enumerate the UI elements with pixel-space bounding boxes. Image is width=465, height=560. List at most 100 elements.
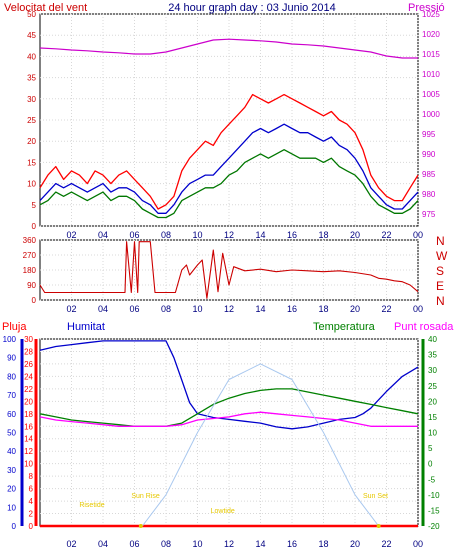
temperature-tick-label: 25 [428,382,437,391]
temperature-tick-label: -20 [428,522,440,531]
annotation-label: Lowtide [211,508,235,515]
rain-tick-label: 2 [29,510,34,519]
direction-tick-label: 270 [23,251,37,260]
temperature-tick-label: -15 [428,506,440,515]
rain-tick-label: 10 [24,460,33,469]
temperature-tick-label: 15 [428,413,437,422]
legend-temperature: Temperatura [313,321,376,333]
direction-tick-label: 360 [23,236,37,245]
humidity-tick-label: 90 [7,354,16,363]
x-tick-label: 04 [98,230,108,240]
x-tick-label: 06 [129,539,139,549]
rain-tick-label: 20 [24,397,33,406]
wind-speed-tick-label: 45 [27,31,36,40]
pressure-tick-label: 975 [422,210,436,219]
x-tick-label: 20 [350,304,360,314]
x-tick-label: 08 [161,230,171,240]
pressure-tick-label: 990 [422,150,436,159]
annotation-label: Risetide [79,502,104,509]
rain-tick-label: 18 [24,410,33,419]
x-tick-label: 02 [66,304,76,314]
pressure-tick-label: 1015 [422,50,440,59]
x-tick-label: 10 [192,539,202,549]
temperature-tick-label: 10 [428,429,437,438]
annotation-label: Sun Rise [131,493,160,500]
x-tick-label: 14 [255,230,265,240]
x-tick-label: 14 [255,539,265,549]
series-sun_curve [142,363,379,527]
rain-tick-label: 16 [24,422,33,431]
series-speed [39,149,419,219]
sunrise-marker [138,524,143,528]
direction-tick-label: 180 [23,266,37,275]
temperature-tick-label: 20 [428,397,437,406]
legend-rain: Pluja [2,321,27,333]
pressure-tick-label: 995 [422,130,436,139]
temperature-tick-label: -5 [428,475,436,484]
x-tick-label: 02 [66,230,76,240]
wind-speed-axis-title: Velocitat del vent [4,2,87,14]
x-tick-label: 14 [255,304,265,314]
pressure-tick-label: 1020 [422,30,440,39]
x-tick-label: 00 [413,539,423,549]
rain-tick-label: 12 [24,447,33,456]
x-tick-label: 06 [129,304,139,314]
series-pressure [39,38,418,59]
humidity-tick-label: 60 [7,410,16,419]
pressure-tick-label: 985 [422,170,436,179]
humidity-tick-label: 100 [3,335,17,344]
humidity-tick-label: 80 [7,372,16,381]
rain-tick-label: 0 [29,522,34,531]
wind-speed-tick-label: 50 [27,10,36,19]
pressure-axis-title: Pressió [408,2,445,14]
wind-speed-tick-label: 25 [27,116,36,125]
x-tick-label: 08 [161,539,171,549]
direction-tick-label: 90 [27,281,36,290]
temperature-tick-label: 35 [428,351,437,360]
humidity-tick-label: 40 [7,447,16,456]
wind-speed-tick-label: 10 [27,180,36,189]
pressure-tick-label: 1000 [422,110,440,119]
x-tick-label: 16 [287,539,297,549]
compass-label: N [436,234,445,248]
x-tick-label: 18 [318,230,328,240]
legend-humidity: Humitat [67,321,105,333]
series-temperature [39,388,419,427]
x-tick-label: 22 [381,539,391,549]
humidity-tick-label: 0 [12,522,17,531]
series-humidity [39,340,419,430]
wind-speed-tick-label: 5 [32,201,37,210]
x-tick-label: 04 [98,304,108,314]
compass-label: N [436,294,445,308]
x-tick-label: 08 [161,304,171,314]
rain-tick-label: 8 [29,472,34,481]
x-tick-label: 12 [224,230,234,240]
x-tick-label: 20 [350,539,360,549]
legend-dewpoint: Punt rosada [394,321,454,333]
compass-label: E [436,279,444,293]
x-tick-label: 22 [381,230,391,240]
temperature-tick-label: 0 [428,460,433,469]
x-tick-label: 00 [413,230,423,240]
compass-label: W [436,249,448,263]
x-tick-label: 12 [224,539,234,549]
series-direction [39,241,419,299]
pressure-tick-label: 1005 [422,90,440,99]
pressure-tick-label: 1025 [422,10,440,19]
x-tick-label: 22 [381,304,391,314]
chart-title: 24 hour graph day : 03 Junio 2014 [168,2,336,14]
x-tick-label: 20 [350,230,360,240]
humidity-tick-label: 20 [7,485,16,494]
pressure-tick-label: 1010 [422,70,440,79]
rain-tick-label: 30 [24,335,33,344]
rain-tick-label: 24 [24,372,33,381]
x-tick-label: 10 [192,304,202,314]
humidity-tick-label: 50 [7,429,16,438]
wind-speed-tick-label: 20 [27,137,36,146]
rain-tick-label: 14 [24,435,33,444]
humidity-tick-label: 10 [7,503,16,512]
rain-tick-label: 28 [24,347,33,356]
